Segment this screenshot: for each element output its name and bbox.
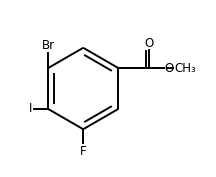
- Text: O: O: [145, 37, 154, 50]
- Text: O: O: [165, 62, 174, 75]
- Text: F: F: [80, 145, 87, 158]
- Text: CH₃: CH₃: [174, 62, 196, 75]
- Text: Br: Br: [41, 39, 54, 52]
- Text: I: I: [29, 102, 32, 115]
